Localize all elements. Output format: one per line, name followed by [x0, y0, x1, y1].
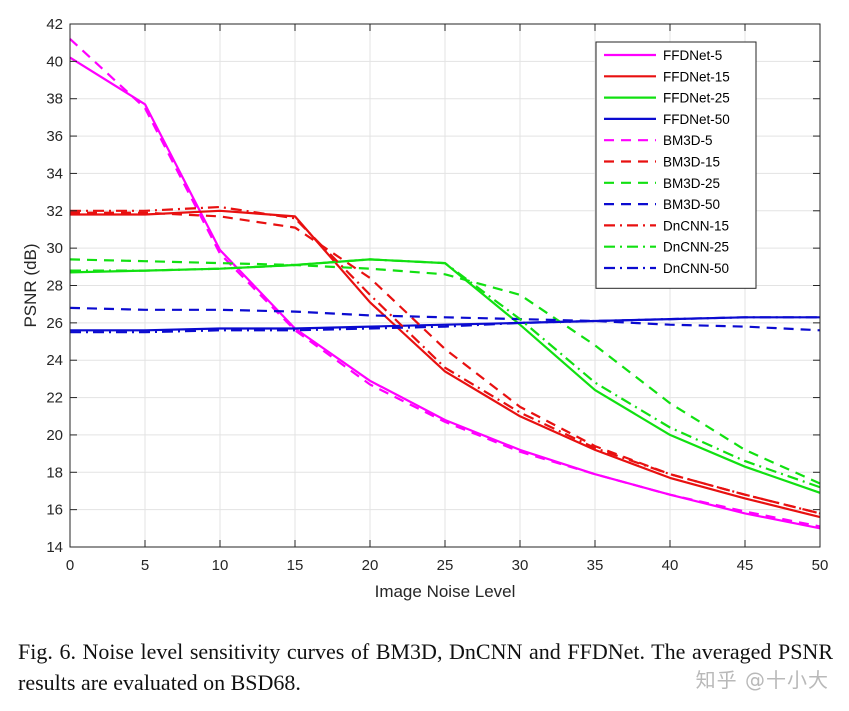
y-axis-label: PSNR (dB) [21, 243, 40, 327]
y-tick-label: 22 [46, 390, 63, 407]
watermark: 知乎 @十小大 [695, 668, 829, 692]
legend-entry: BM3D-5 [663, 133, 713, 148]
x-tick-label: 20 [362, 557, 379, 574]
x-tick-label: 25 [437, 557, 454, 574]
legend-entry: FFDNet-50 [663, 112, 730, 127]
y-tick-label: 42 [46, 16, 63, 33]
legend-entry: FFDNet-5 [663, 48, 722, 63]
legend-entry: DnCNN-50 [663, 261, 729, 276]
y-tick-label: 26 [46, 315, 63, 332]
series-line-dncnn-50 [70, 316, 820, 334]
y-tick-label: 40 [46, 53, 63, 70]
x-axis-label: Image Noise Level [375, 582, 516, 601]
y-tick-label: 34 [46, 165, 63, 182]
legend-entry: BM3D-50 [663, 197, 720, 212]
series-line-bm3d-5 [69, 38, 821, 528]
x-tick-label: 45 [737, 557, 754, 574]
y-tick-label: 18 [46, 464, 63, 481]
y-tick-label: 28 [46, 278, 63, 295]
x-tick-label: 10 [212, 557, 229, 574]
series-line-bm3d-50 [69, 306, 821, 332]
series-line-bm3d-25 [69, 258, 821, 485]
legend-entry: DnCNN-15 [663, 218, 729, 233]
x-tick-label: 35 [587, 557, 604, 574]
y-tick-label: 30 [46, 240, 63, 257]
legend-entry: FFDNet-15 [663, 69, 730, 84]
y-tick-label: 16 [46, 502, 63, 519]
x-tick-label: 0 [66, 557, 74, 574]
y-tick-label: 38 [46, 91, 63, 108]
legend-entry: BM3D-25 [663, 176, 720, 191]
y-tick-label: 20 [46, 427, 63, 444]
y-tick-label: 24 [46, 352, 63, 369]
figure-caption: Fig. 6. Noise level sensitivity curves o… [18, 639, 833, 695]
y-tick-label: 32 [46, 203, 63, 220]
legend-entry: FFDNet-25 [663, 91, 730, 106]
series-line-ffdnet-15 [70, 209, 821, 519]
x-tick-label: 50 [812, 557, 829, 574]
legend-entry: DnCNN-25 [663, 240, 729, 255]
legend-box [595, 41, 757, 289]
series-line-dncnn-25 [70, 258, 821, 489]
y-tick-label: 36 [46, 128, 63, 145]
x-tick-label: 5 [141, 557, 149, 574]
y-tick-label: 14 [46, 539, 63, 556]
x-tick-label: 40 [662, 557, 679, 574]
series-line-ffdnet-5 [69, 56, 821, 530]
x-tick-label: 30 [512, 557, 529, 574]
line-chart: 0 5 10 15 20 25 30 35 40 45 50 14 16 18 20 22 24 26 28 30 32… [21, 16, 829, 601]
series-line-dncnn-15 [70, 205, 821, 515]
x-tick-label: 15 [287, 557, 304, 574]
legend-entry: BM3D-15 [663, 155, 720, 170]
